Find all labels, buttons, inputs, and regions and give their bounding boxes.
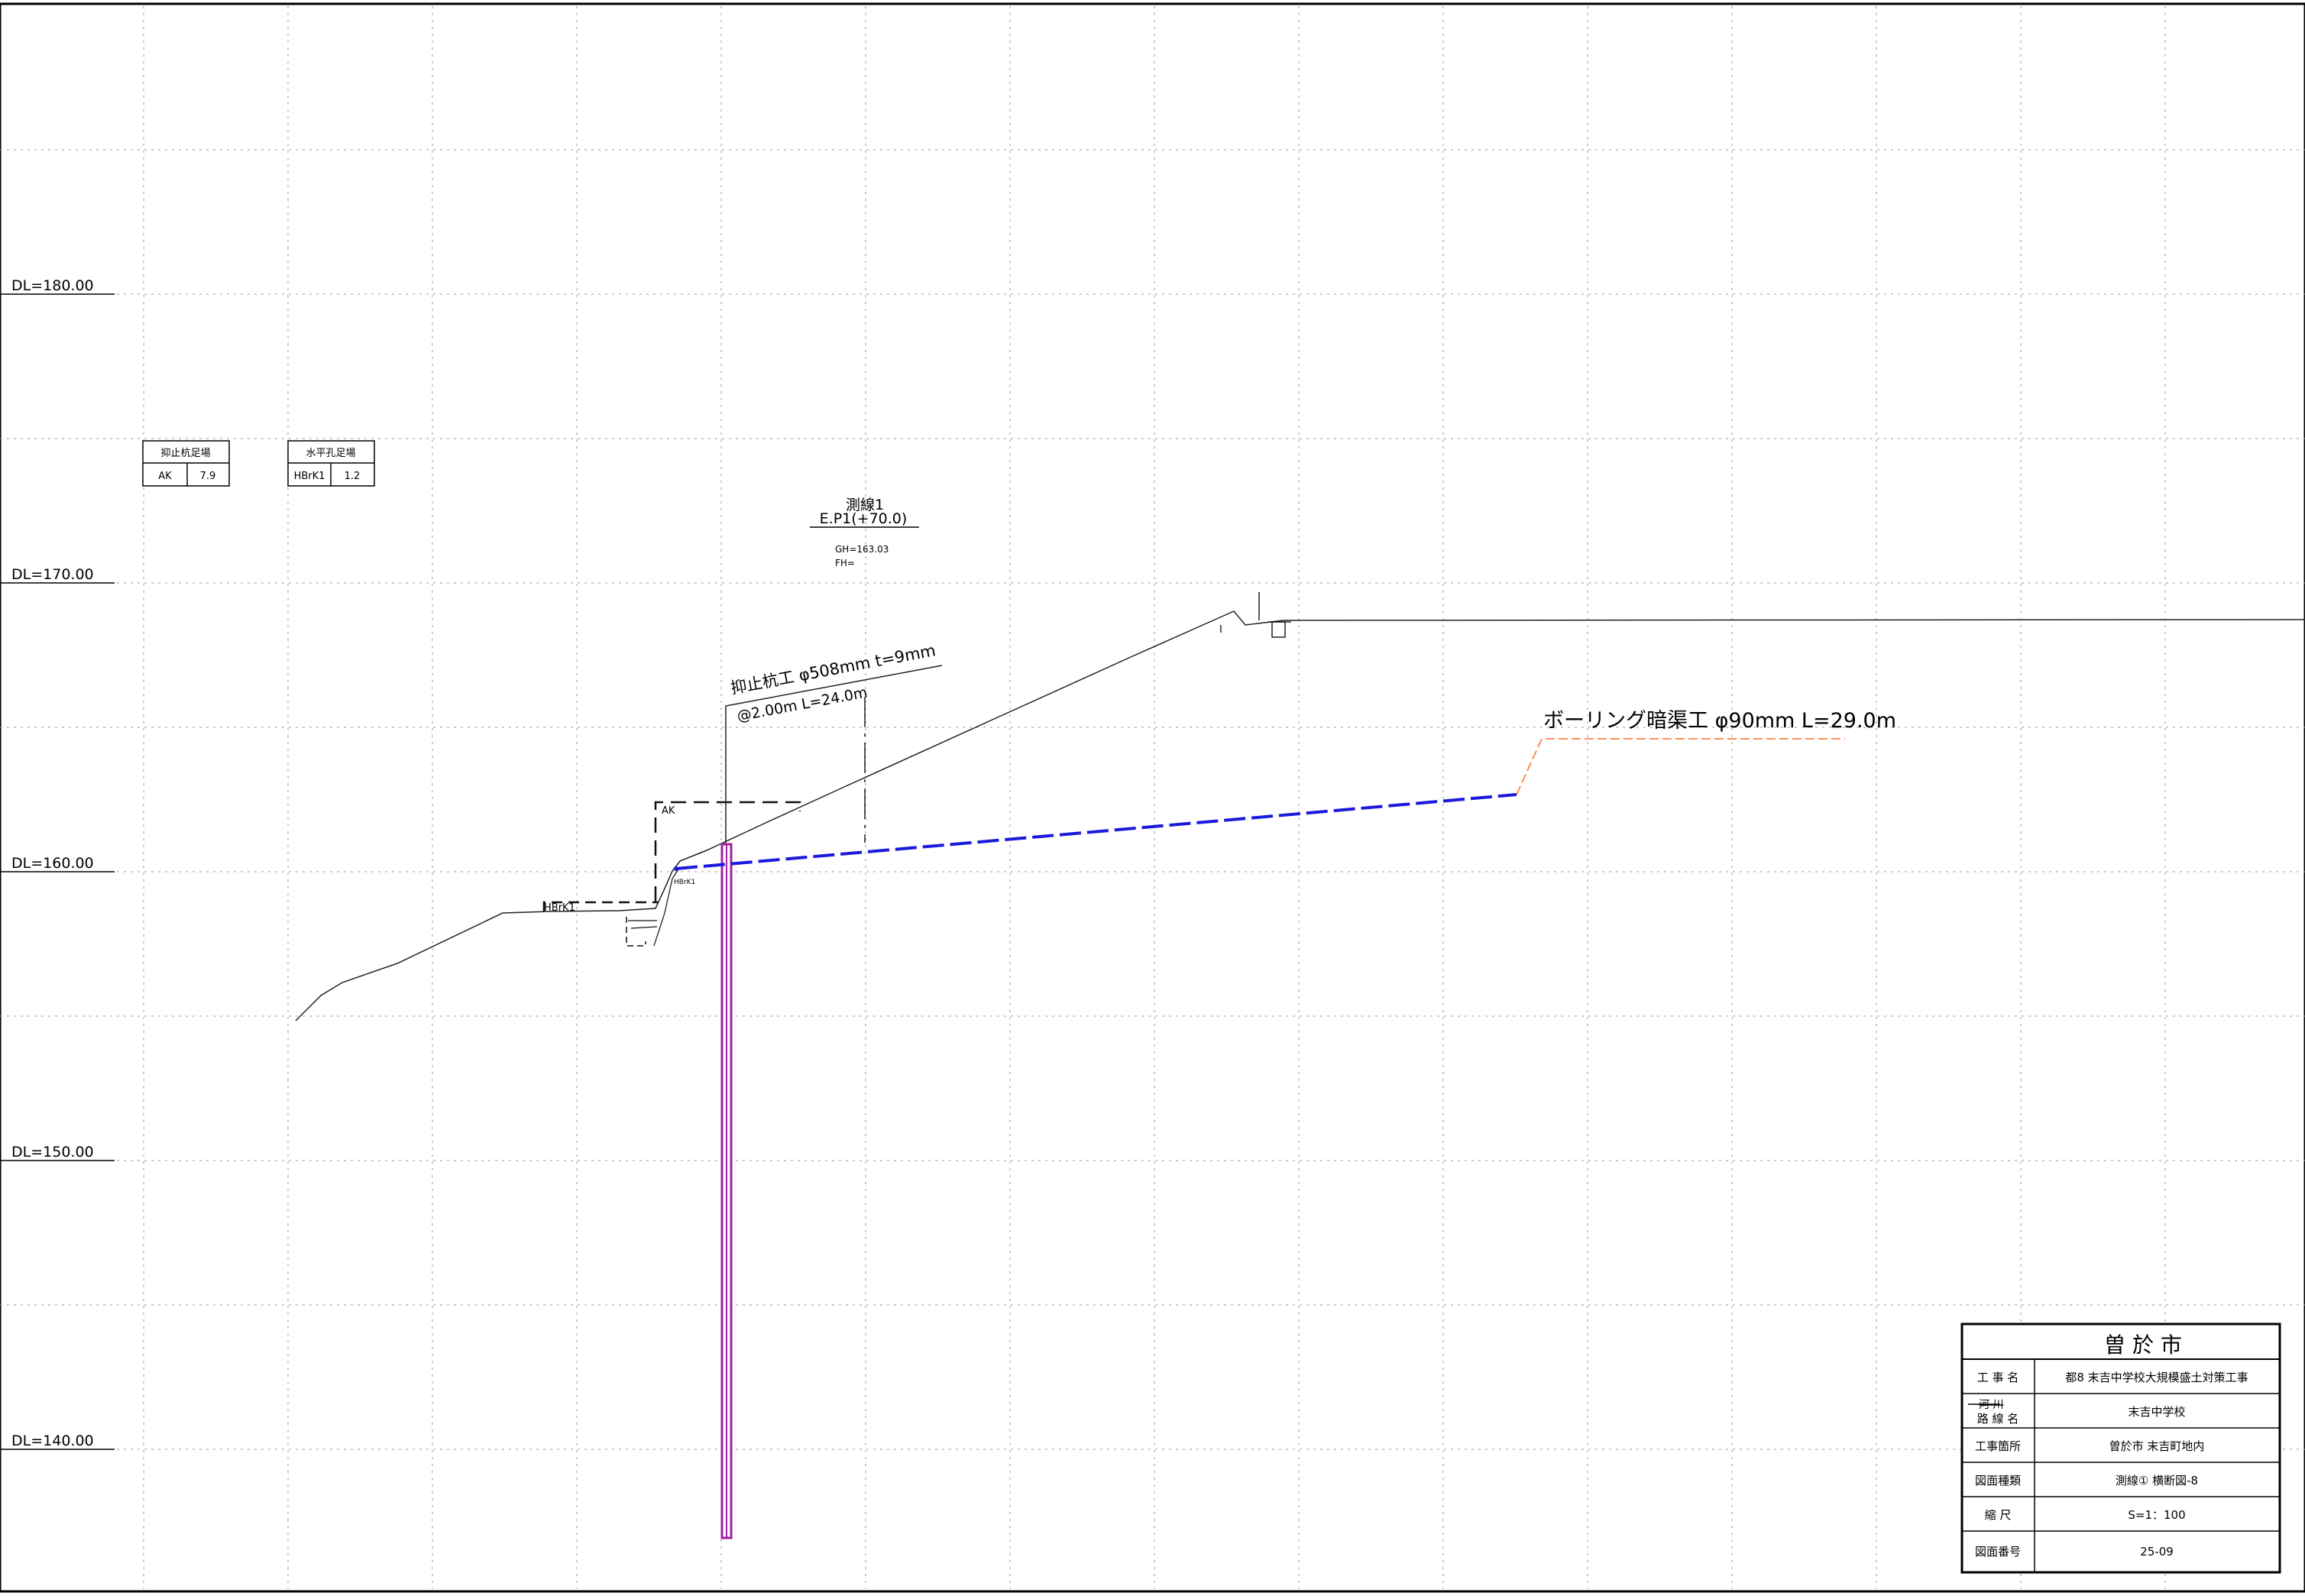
formation-height: FH= [835, 558, 855, 568]
survey-point-code: E.P1(+70.0) [820, 510, 908, 527]
crest-mark-label: I [1219, 624, 1222, 636]
legend-hole-header: 水平孔足場 [306, 448, 355, 459]
crest-marker: I [1219, 592, 1291, 638]
pile-leader-line [725, 665, 943, 844]
elevation-label-160: DL=160.00 [11, 855, 94, 872]
drain-leader-line [1516, 738, 1845, 795]
survey-point-label: 測線1 E.P1(+70.0) GH=163.03 FH= [810, 497, 919, 568]
legend-pile-header: 抑止杭足場 [160, 448, 210, 459]
ak-label: AK [662, 805, 675, 817]
title-value-route: 末吉中学校 [2128, 1405, 2185, 1419]
ground-profile-line [295, 610, 2305, 1021]
title-label-drawing-type: 図面種類 [1975, 1474, 2021, 1488]
title-label-location: 工事箇所 [1975, 1439, 2021, 1453]
legend-pile-scaffold: 抑止杭足場 AK 7.9 [142, 440, 230, 487]
survey-line-title: 測線1 [846, 497, 884, 513]
drain-outlet-tag: HBrK1 [674, 879, 695, 886]
title-label-river-struck: 河 川 [1979, 1399, 2003, 1411]
legend-pile-value: 7.9 [200, 471, 216, 482]
title-value-drawing-number: 25-09 [2140, 1545, 2174, 1559]
grid [0, 6, 2305, 1589]
drain-label: ボーリング暗渠工 φ90mm L=29.0m [1543, 709, 1896, 733]
title-value-scale: S=1：100 [2128, 1508, 2185, 1522]
elevation-label-140: DL=140.00 [11, 1433, 94, 1449]
drain-outlet-point [674, 866, 678, 871]
title-value-drawing-type: 測線① 横断図-8 [2116, 1474, 2198, 1488]
legend-hole-scaffold: 水平孔足場 HBrK1 1.2 [287, 440, 375, 487]
elevation-label-150: DL=150.00 [11, 1144, 94, 1161]
deterrent-pile [720, 843, 733, 1539]
title-block: 曽 於 市 工 事 名 都8 末吉中学校大規模盛土対策工事 河 川 路 線 名 … [1960, 1322, 2281, 1574]
elevation-labels: DL=180.00 DL=170.00 DL=160.00 DL=150.00 … [0, 277, 115, 1450]
title-block-city: 曽 於 市 [2104, 1332, 2182, 1358]
hbrk-scaffold-outline: HBrK1 [542, 901, 659, 947]
title-label-project: 工 事 名 [1977, 1371, 2019, 1384]
title-label-scale: 縮 尺 [1985, 1508, 2012, 1522]
title-value-project: 都8 末吉中学校大規模盛土対策工事 [2065, 1371, 2248, 1384]
legend-hole-value: 1.2 [345, 471, 361, 482]
elevation-label-170: DL=170.00 [11, 566, 94, 583]
legend-hole-code: HBrK1 [294, 471, 325, 482]
boring-drain-line [675, 793, 1517, 870]
elevation-label-180: DL=180.00 [11, 277, 94, 294]
title-value-location: 曽於市 末吉町地内 [2109, 1439, 2205, 1453]
legend-pile-code: AK [158, 471, 172, 482]
slope-detail-line [653, 869, 679, 947]
ground-height: GH=163.03 [835, 544, 889, 555]
pile-label-line1: 抑止杭工 φ508mm t=9mm [730, 641, 937, 698]
title-label-drawing-number: 図面番号 [1975, 1545, 2021, 1559]
title-label-route: 路 線 名 [1977, 1412, 2019, 1426]
hbrk-label: HBrK1 [544, 902, 575, 914]
ak-scaffold-outline: AK [654, 801, 801, 902]
